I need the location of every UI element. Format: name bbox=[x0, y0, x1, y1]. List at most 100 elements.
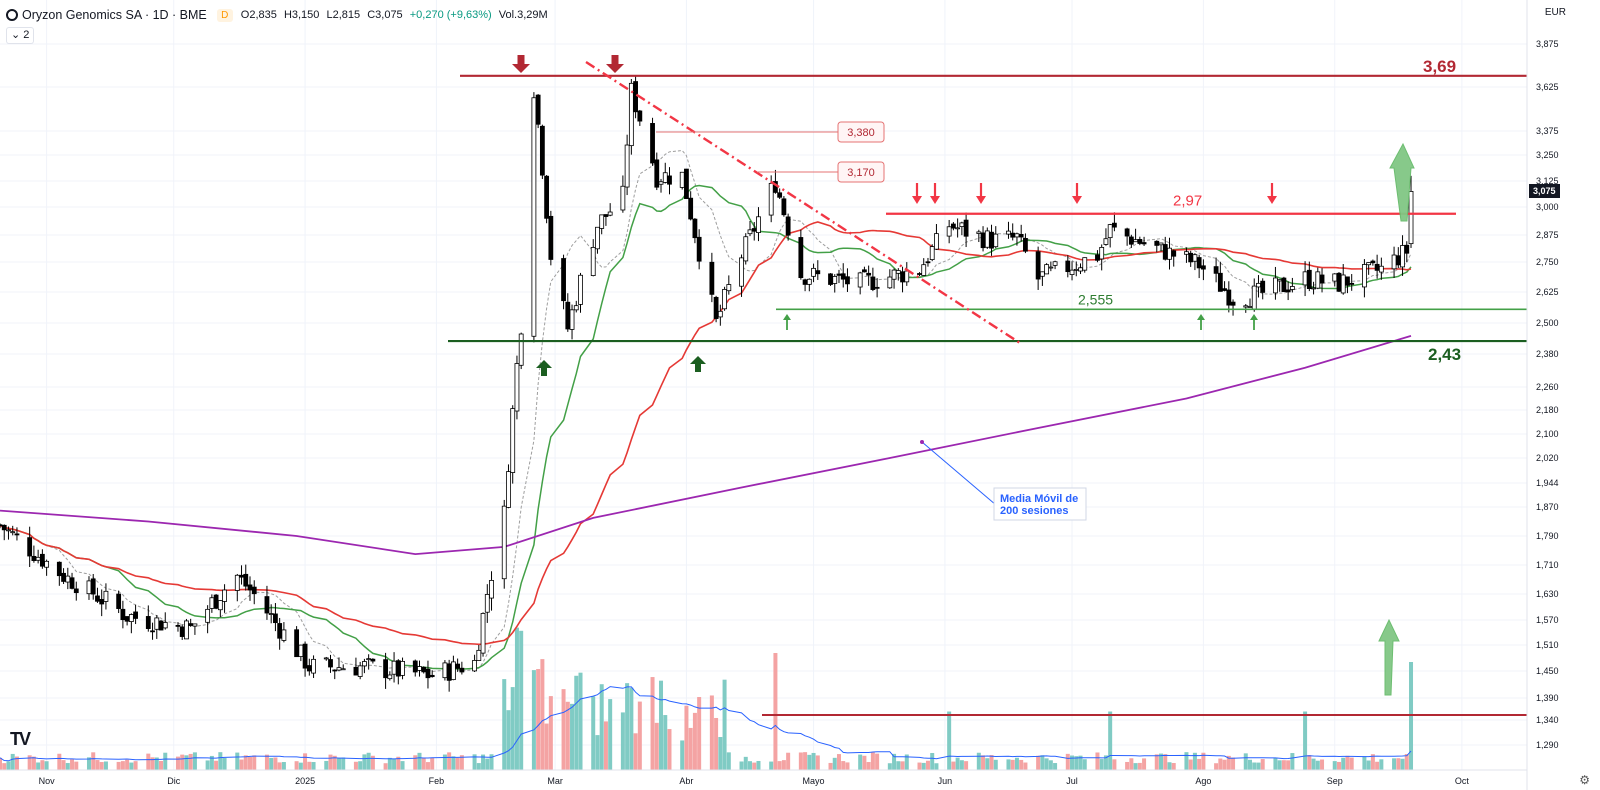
y-tick-label: 2,380 bbox=[1536, 349, 1559, 359]
candle-body bbox=[103, 590, 109, 602]
y-tick-label: 3,875 bbox=[1536, 39, 1559, 49]
volume-bar bbox=[188, 753, 193, 770]
annotation-leader bbox=[921, 441, 997, 506]
symbol-title[interactable]: Oryzon Genomics SA · 1D · BME bbox=[22, 8, 207, 22]
volume-bar bbox=[392, 759, 397, 770]
volume-bar bbox=[264, 754, 269, 770]
volume-bar bbox=[336, 757, 341, 770]
candle-body bbox=[1404, 244, 1410, 254]
y-tick-label: 3,125 bbox=[1536, 176, 1559, 186]
candle-body bbox=[1302, 271, 1308, 286]
candle-body bbox=[751, 228, 757, 232]
x-tick-label: Mayo bbox=[803, 776, 825, 786]
candle-body bbox=[1196, 257, 1202, 269]
volume-bar bbox=[1320, 759, 1325, 770]
volume-bar bbox=[599, 684, 604, 770]
candle-body bbox=[65, 575, 71, 583]
candle-body bbox=[1128, 236, 1134, 245]
volume-bar bbox=[807, 754, 812, 770]
up-arrow-icon bbox=[783, 314, 791, 320]
candle-body bbox=[179, 626, 185, 637]
moving-averages bbox=[0, 149, 1412, 673]
candle-body bbox=[429, 674, 435, 678]
volume-bar bbox=[684, 705, 689, 770]
candle-body bbox=[862, 269, 867, 273]
volume-bar bbox=[366, 752, 371, 770]
candle-body bbox=[395, 660, 401, 677]
candle-body bbox=[273, 613, 278, 624]
volume-bar bbox=[811, 752, 816, 770]
level-label-2555: 2,555 bbox=[1078, 291, 1113, 307]
volume-bar bbox=[324, 760, 329, 770]
candle-body bbox=[950, 223, 956, 229]
volume-bar bbox=[218, 752, 223, 770]
y-tick-label: 2,020 bbox=[1536, 453, 1559, 463]
y-tick-label: 2,100 bbox=[1536, 429, 1559, 439]
candle-body bbox=[832, 276, 838, 284]
volume-bar bbox=[976, 752, 981, 770]
volume-bar bbox=[519, 630, 524, 770]
candle-body bbox=[607, 211, 613, 216]
candle-body bbox=[1370, 260, 1376, 264]
volume-bar bbox=[1243, 753, 1248, 770]
volume-bar bbox=[1303, 711, 1308, 770]
volume-bar bbox=[294, 761, 299, 770]
volume-bar bbox=[1192, 752, 1197, 770]
x-tick-label: Oct bbox=[1455, 776, 1470, 786]
indicator-toggle[interactable]: ⌄ 2 bbox=[6, 27, 35, 44]
candle-body bbox=[679, 171, 685, 188]
volume-bar bbox=[413, 755, 418, 770]
y-tick-label: 1,290 bbox=[1536, 740, 1559, 750]
callout-label: 3,380 bbox=[847, 127, 875, 139]
candle-body bbox=[658, 181, 664, 185]
candle-body bbox=[124, 616, 130, 622]
candle-body bbox=[328, 659, 333, 668]
volume-bar bbox=[6, 761, 11, 770]
volume-bar bbox=[900, 761, 905, 770]
candle-body bbox=[234, 574, 240, 591]
candle-body bbox=[1345, 276, 1350, 286]
volume-bar bbox=[442, 754, 447, 770]
volume-bar bbox=[1188, 759, 1193, 770]
volume-bar bbox=[1252, 762, 1257, 770]
candle-body bbox=[921, 264, 927, 276]
candle-body bbox=[874, 286, 880, 289]
low-value: L2,815 bbox=[326, 9, 361, 21]
candle-body bbox=[929, 246, 935, 260]
candle-body bbox=[450, 661, 456, 681]
candle-body bbox=[1306, 269, 1312, 289]
y-tick-label: 3,375 bbox=[1536, 126, 1559, 136]
candle-body bbox=[544, 175, 550, 219]
volume-bar bbox=[192, 752, 197, 770]
volume-bar bbox=[663, 715, 668, 770]
currency-selector[interactable]: EUR bbox=[1544, 7, 1566, 18]
interval-badge[interactable]: D bbox=[216, 8, 233, 22]
volume-bar bbox=[578, 672, 583, 770]
volume-bar bbox=[1006, 759, 1011, 770]
candle-body bbox=[895, 270, 901, 274]
volume-bar bbox=[303, 753, 308, 770]
volume-bar bbox=[722, 679, 727, 770]
candle-body bbox=[1044, 264, 1050, 275]
volume-bar bbox=[91, 752, 96, 770]
volume-bar bbox=[1392, 758, 1397, 770]
annotation-anchor bbox=[920, 440, 924, 444]
volume-bar bbox=[1197, 758, 1202, 770]
volume-bar bbox=[1345, 755, 1350, 770]
volume-bar bbox=[298, 762, 303, 770]
candle-body bbox=[747, 229, 753, 235]
candle-body bbox=[362, 661, 367, 667]
candle-body bbox=[510, 408, 516, 473]
volume-bar bbox=[1184, 752, 1189, 770]
volume-bar bbox=[637, 701, 642, 770]
gear-icon[interactable]: ⚙ bbox=[1579, 773, 1590, 787]
volume-bar bbox=[1074, 756, 1079, 770]
volume-bar bbox=[1040, 755, 1045, 770]
volume-bar bbox=[866, 762, 871, 770]
volume-bar bbox=[603, 721, 608, 770]
candle-body bbox=[798, 237, 804, 279]
chart-grid bbox=[0, 0, 1527, 770]
symbol-icon[interactable] bbox=[6, 9, 18, 21]
volume-bar bbox=[887, 763, 892, 770]
